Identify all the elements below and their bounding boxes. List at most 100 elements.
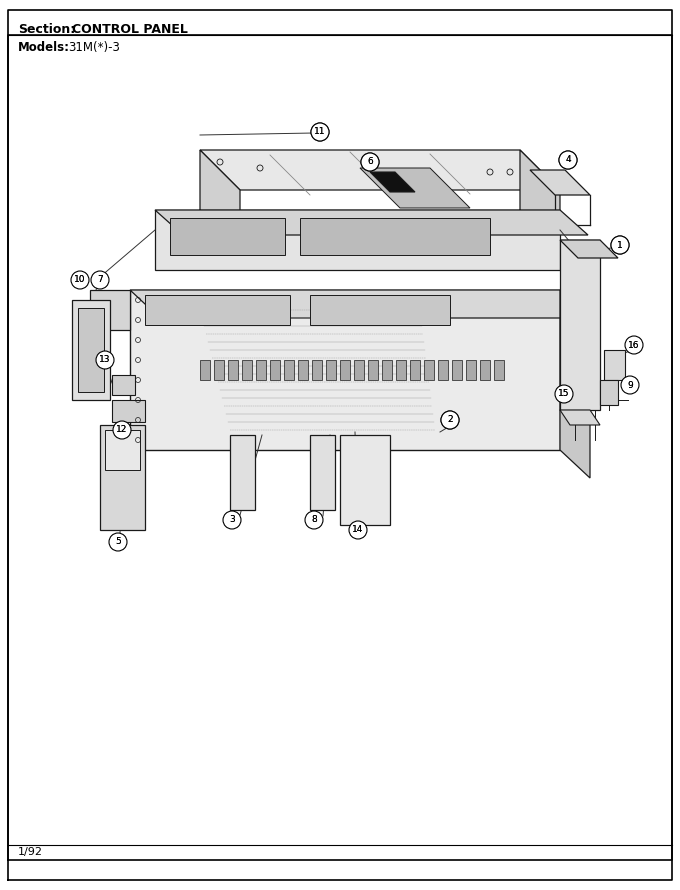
Circle shape xyxy=(611,236,629,254)
Polygon shape xyxy=(155,210,560,270)
Text: 2: 2 xyxy=(447,416,453,425)
Circle shape xyxy=(109,533,127,551)
Text: 15: 15 xyxy=(558,390,570,399)
Polygon shape xyxy=(78,308,104,392)
Text: 2: 2 xyxy=(447,416,453,425)
Text: Section:: Section: xyxy=(18,23,75,36)
Polygon shape xyxy=(200,150,560,190)
Text: 11: 11 xyxy=(314,127,326,136)
Polygon shape xyxy=(396,360,406,380)
Polygon shape xyxy=(410,360,420,380)
Polygon shape xyxy=(200,150,240,250)
Polygon shape xyxy=(100,425,145,530)
Circle shape xyxy=(113,421,131,439)
Text: 14: 14 xyxy=(352,525,364,535)
Circle shape xyxy=(349,521,367,539)
Circle shape xyxy=(441,411,459,429)
Circle shape xyxy=(71,271,89,289)
Circle shape xyxy=(91,271,109,289)
Text: 10: 10 xyxy=(74,276,86,285)
Text: 4: 4 xyxy=(565,156,571,165)
Circle shape xyxy=(621,376,639,394)
Polygon shape xyxy=(310,435,335,510)
Polygon shape xyxy=(214,360,224,380)
Polygon shape xyxy=(370,172,415,192)
Polygon shape xyxy=(560,410,600,425)
Text: CONTROL PANEL: CONTROL PANEL xyxy=(72,23,188,36)
Polygon shape xyxy=(72,300,110,400)
Polygon shape xyxy=(368,360,378,380)
Circle shape xyxy=(559,151,577,169)
Polygon shape xyxy=(90,290,130,330)
Text: 3: 3 xyxy=(229,515,235,524)
Polygon shape xyxy=(242,360,252,380)
Polygon shape xyxy=(466,360,476,380)
Text: 16: 16 xyxy=(628,341,640,350)
Text: 10: 10 xyxy=(74,276,86,285)
Polygon shape xyxy=(130,290,560,450)
Polygon shape xyxy=(340,435,390,525)
Polygon shape xyxy=(145,295,290,325)
Polygon shape xyxy=(452,360,462,380)
Polygon shape xyxy=(494,360,504,380)
Text: 6: 6 xyxy=(367,158,373,166)
Circle shape xyxy=(625,336,643,354)
Polygon shape xyxy=(438,360,448,380)
Circle shape xyxy=(305,511,323,529)
Text: 9: 9 xyxy=(627,381,633,390)
Polygon shape xyxy=(604,350,625,380)
Polygon shape xyxy=(105,430,140,470)
Polygon shape xyxy=(340,360,350,380)
Polygon shape xyxy=(520,150,560,250)
Polygon shape xyxy=(112,400,145,422)
Text: 12: 12 xyxy=(116,425,128,434)
Text: 13: 13 xyxy=(99,355,111,365)
Polygon shape xyxy=(284,360,294,380)
Text: 5: 5 xyxy=(115,538,121,546)
Polygon shape xyxy=(256,360,266,380)
Circle shape xyxy=(311,123,329,141)
Circle shape xyxy=(92,272,108,288)
Text: 3: 3 xyxy=(229,515,235,524)
Circle shape xyxy=(361,153,379,171)
Text: 5: 5 xyxy=(115,538,121,546)
Text: 12: 12 xyxy=(116,425,128,434)
Polygon shape xyxy=(600,380,618,405)
Text: 6: 6 xyxy=(367,158,373,166)
Circle shape xyxy=(311,123,329,141)
Circle shape xyxy=(626,337,642,353)
Circle shape xyxy=(114,422,130,438)
Text: 11: 11 xyxy=(314,127,326,136)
Polygon shape xyxy=(298,360,308,380)
Text: 16: 16 xyxy=(628,341,640,350)
Polygon shape xyxy=(170,218,285,255)
Text: 31M(*)-3: 31M(*)-3 xyxy=(68,41,120,54)
Circle shape xyxy=(361,153,379,171)
Text: 1: 1 xyxy=(617,240,623,249)
Polygon shape xyxy=(300,218,490,255)
Polygon shape xyxy=(360,168,470,208)
Text: 7: 7 xyxy=(97,276,103,285)
Polygon shape xyxy=(310,295,450,325)
Polygon shape xyxy=(480,360,490,380)
Circle shape xyxy=(555,385,573,403)
Text: 13: 13 xyxy=(99,355,111,365)
Polygon shape xyxy=(270,360,280,380)
Polygon shape xyxy=(354,360,364,380)
Text: Models:: Models: xyxy=(18,41,70,54)
Polygon shape xyxy=(530,170,590,195)
Polygon shape xyxy=(155,210,588,235)
Polygon shape xyxy=(312,360,322,380)
Polygon shape xyxy=(560,240,618,258)
Circle shape xyxy=(306,512,322,528)
Circle shape xyxy=(559,151,577,169)
Circle shape xyxy=(611,236,629,254)
Circle shape xyxy=(72,272,88,288)
Circle shape xyxy=(350,522,366,538)
Text: 15: 15 xyxy=(558,390,570,399)
Text: 1: 1 xyxy=(617,240,623,249)
Polygon shape xyxy=(424,360,434,380)
Text: 1/92: 1/92 xyxy=(18,847,43,857)
Polygon shape xyxy=(228,360,238,380)
Polygon shape xyxy=(560,290,590,478)
